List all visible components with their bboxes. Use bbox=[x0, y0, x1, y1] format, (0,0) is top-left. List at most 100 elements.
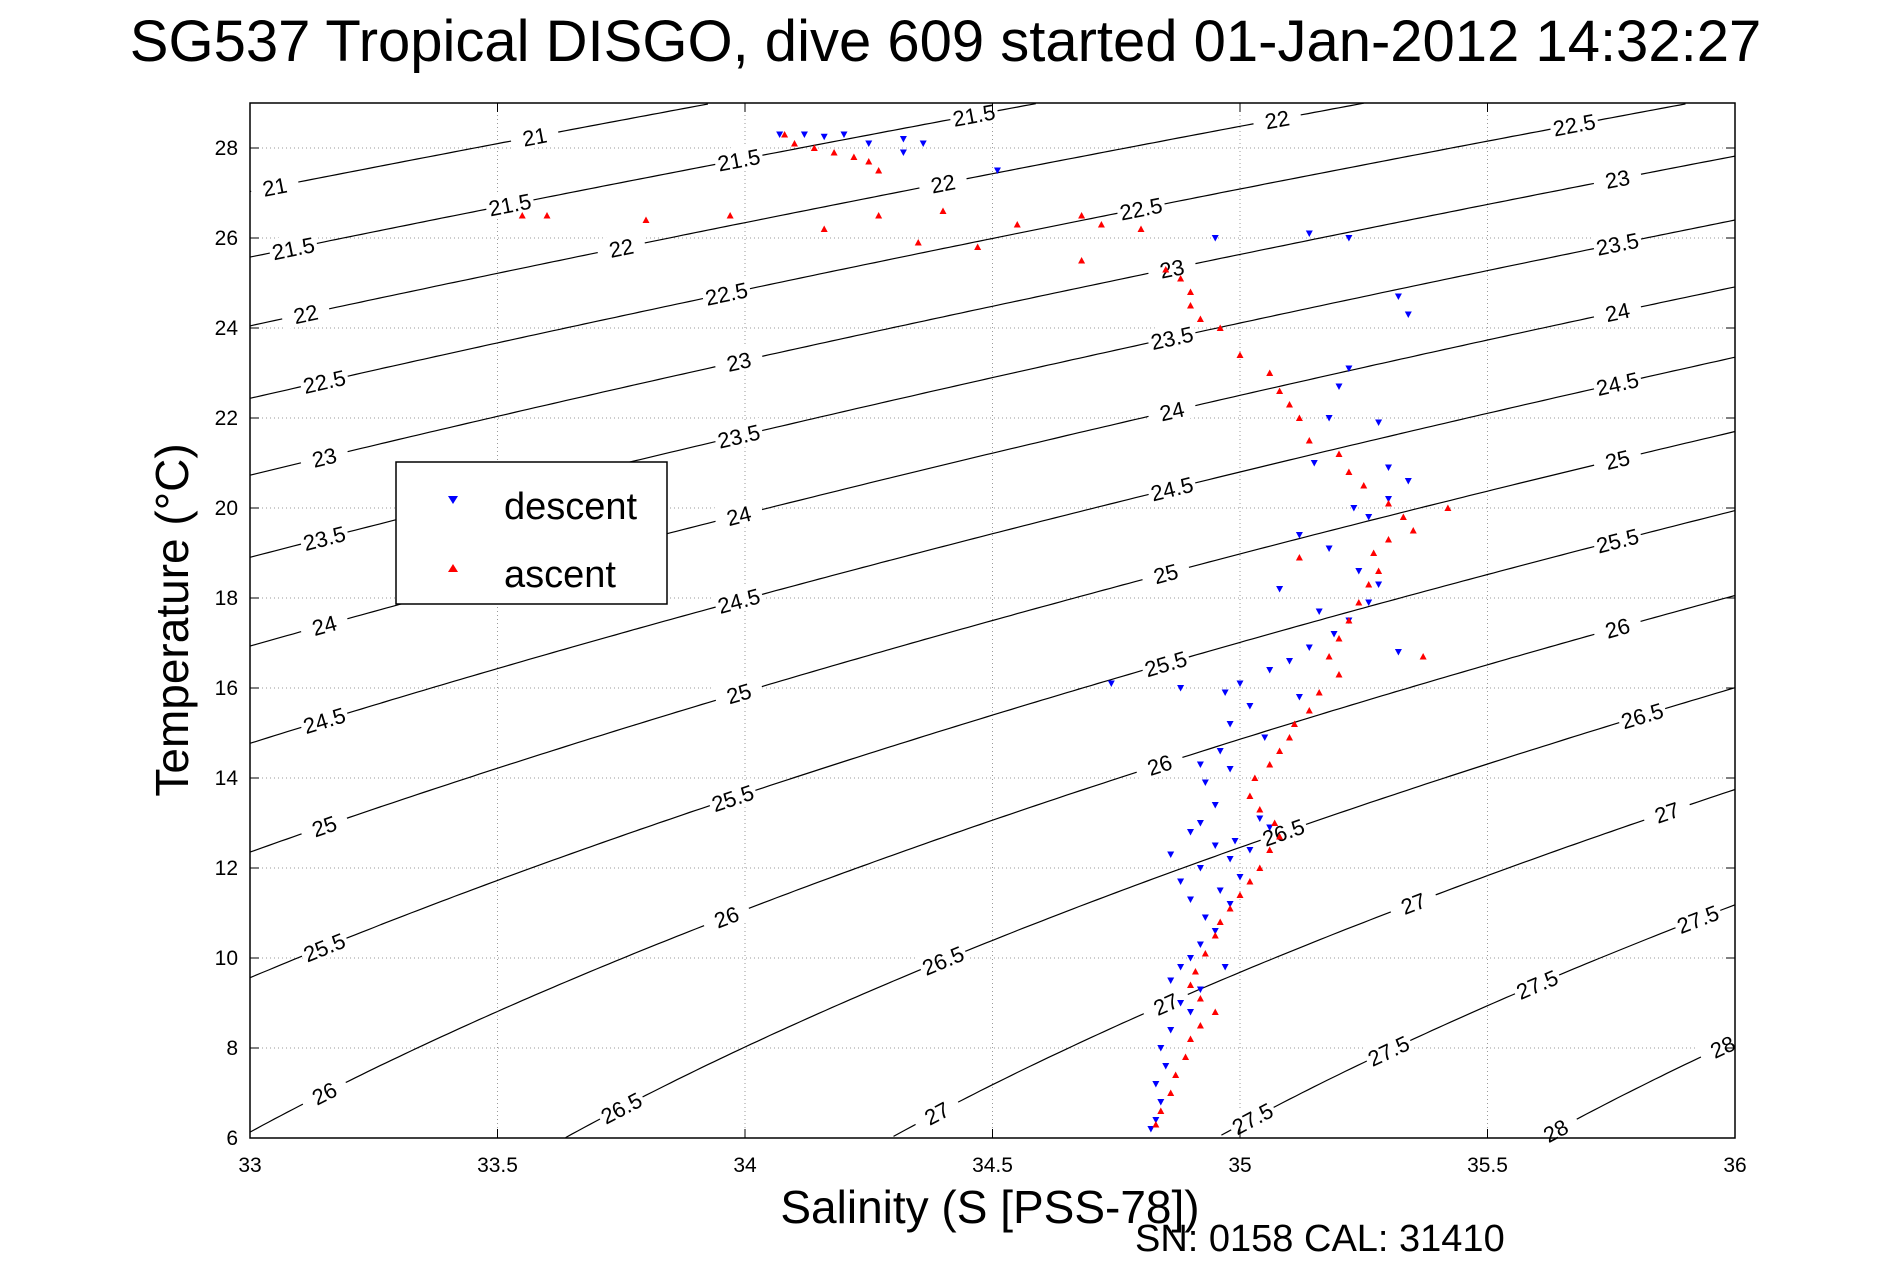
ascent-marker bbox=[1335, 635, 1343, 642]
ascent-marker bbox=[543, 212, 551, 219]
contour-label: 26.5 bbox=[919, 941, 968, 980]
ascent-marker bbox=[1345, 468, 1353, 475]
contour-label-bg bbox=[1591, 365, 1644, 400]
ascent-marker bbox=[1211, 932, 1219, 939]
ascent-marker bbox=[1167, 1089, 1175, 1096]
ascent-marker bbox=[1385, 536, 1392, 543]
ascent-marker bbox=[791, 140, 798, 147]
contour-label-bg bbox=[700, 275, 753, 310]
descent-marker bbox=[1325, 415, 1333, 422]
descent-marker bbox=[1246, 703, 1254, 710]
contour-label: 24.5 bbox=[1148, 472, 1196, 507]
isopycnal-line bbox=[249, 430, 1736, 853]
ascent-marker bbox=[1078, 257, 1086, 264]
contour-label: 21.5 bbox=[716, 144, 763, 177]
ascent-marker bbox=[1276, 833, 1284, 840]
contour-label-bg bbox=[296, 1070, 351, 1114]
descent-marker bbox=[1216, 748, 1224, 755]
axis-ticks: 33 33.5 34 34.5 35 35.5 36 6 8 10 12 14 16 18 20 22 24 26… bbox=[215, 103, 1747, 1177]
contour-label: 23 bbox=[724, 347, 753, 377]
x-tick-label: 35 bbox=[1228, 1154, 1251, 1177]
ascent-marker bbox=[1196, 995, 1204, 1002]
ascent-marker bbox=[1305, 707, 1313, 714]
contour-label: 27.5 bbox=[1674, 900, 1723, 939]
descent-marker bbox=[1211, 235, 1219, 242]
contour-label: 21.5 bbox=[270, 232, 317, 265]
ascent-marker bbox=[1078, 212, 1086, 219]
descent-marker bbox=[1196, 865, 1204, 872]
descent-marker bbox=[1177, 685, 1185, 692]
y-tick-label: 26 bbox=[215, 227, 238, 250]
contour-label-bg bbox=[712, 581, 765, 618]
descent-marker bbox=[1147, 1126, 1155, 1133]
contour-label-bg bbox=[1591, 294, 1644, 328]
ascent-marker bbox=[830, 149, 838, 156]
ascent-marker bbox=[1276, 387, 1284, 394]
contour-label-bg bbox=[1528, 1107, 1582, 1152]
descent-marker bbox=[865, 140, 873, 147]
ascent-marker bbox=[1201, 950, 1209, 957]
legend-descent-label: descent bbox=[504, 486, 638, 528]
contour-label-bg bbox=[1590, 521, 1644, 558]
descent-marker bbox=[1162, 1063, 1170, 1070]
ascent-marker bbox=[1370, 549, 1378, 556]
isopycnal-line bbox=[565, 687, 1736, 1139]
contour-label-bg bbox=[1114, 191, 1167, 225]
descent-marker bbox=[1187, 955, 1194, 962]
contour-label-bg bbox=[705, 778, 759, 817]
contour-label: 24 bbox=[1603, 298, 1632, 328]
descent-marker bbox=[1261, 734, 1269, 741]
ascent-marker bbox=[1325, 653, 1333, 660]
ascent-marker bbox=[1355, 599, 1363, 606]
ascent-marker bbox=[1157, 1107, 1165, 1114]
chart-title: SG537 Tropical DISGO, dive 609 started 0… bbox=[129, 9, 1762, 74]
ascent-marker bbox=[1216, 918, 1224, 925]
descent-marker bbox=[1246, 847, 1254, 854]
ascent-marker bbox=[1266, 369, 1274, 376]
ascent-marker bbox=[1385, 500, 1392, 507]
descent-marker bbox=[1310, 460, 1318, 467]
contour-label: 21.5 bbox=[951, 99, 998, 131]
contour-label-bg bbox=[297, 700, 351, 738]
contour-label-bg bbox=[699, 896, 753, 936]
isopycnal-line bbox=[249, 155, 1736, 476]
contour-label: 23.5 bbox=[1148, 322, 1195, 356]
x-tick-label: 35.5 bbox=[1467, 1154, 1508, 1177]
ascent-marker bbox=[1152, 1121, 1160, 1128]
ascent-marker bbox=[1286, 401, 1293, 408]
descent-marker bbox=[1226, 766, 1234, 773]
contour-label: 22 bbox=[929, 169, 958, 198]
ascent-marker bbox=[939, 207, 947, 214]
contour-label: 25 bbox=[1603, 445, 1633, 475]
data-points bbox=[518, 131, 1452, 1133]
descent-marker bbox=[1211, 802, 1219, 809]
descent-marker bbox=[1196, 761, 1204, 768]
contour-label: 24 bbox=[1157, 397, 1186, 427]
ascent-marker bbox=[820, 225, 828, 232]
ascent-marker bbox=[1419, 653, 1427, 660]
ascent-marker bbox=[1271, 819, 1279, 826]
contour-label: 22 bbox=[1263, 105, 1292, 134]
ascent-marker bbox=[1335, 450, 1343, 457]
isopycnal-line bbox=[249, 356, 1736, 744]
contour-label-bg bbox=[1132, 745, 1186, 783]
descent-marker bbox=[1157, 1045, 1165, 1052]
y-tick-label: 18 bbox=[215, 587, 238, 610]
contour-label: 26.5 bbox=[1259, 814, 1308, 852]
ascent-marker bbox=[518, 212, 526, 219]
ascent-marker bbox=[1409, 527, 1417, 534]
contour-label: 22.5 bbox=[301, 365, 348, 399]
ascent-marker bbox=[1286, 734, 1293, 741]
descent-marker bbox=[1226, 856, 1234, 863]
isopycnal-line bbox=[249, 510, 1736, 979]
descent-marker bbox=[1187, 896, 1194, 903]
contour-label: 26.5 bbox=[1618, 698, 1666, 734]
ascent-marker bbox=[1305, 437, 1313, 444]
ascent-marker bbox=[1162, 266, 1170, 273]
descent-marker bbox=[1350, 505, 1358, 512]
density-contours: 21 21 21.5 21.5 21.5 21.5 22 22 22 22 22.5 22.5 22.5… bbox=[248, 97, 1750, 1152]
contour-label-bg bbox=[1509, 962, 1564, 1004]
contour-label-bg bbox=[1386, 882, 1440, 923]
ascent-marker bbox=[1177, 275, 1185, 282]
